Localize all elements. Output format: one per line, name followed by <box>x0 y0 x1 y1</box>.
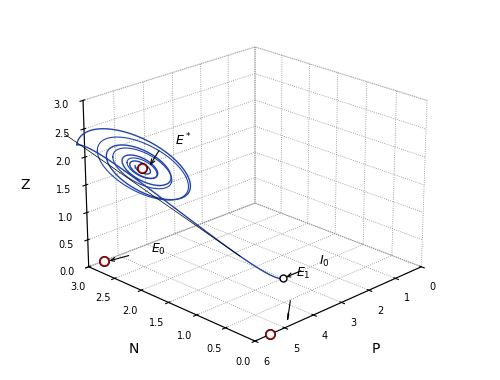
Y-axis label: N: N <box>129 342 139 356</box>
X-axis label: P: P <box>372 342 380 356</box>
